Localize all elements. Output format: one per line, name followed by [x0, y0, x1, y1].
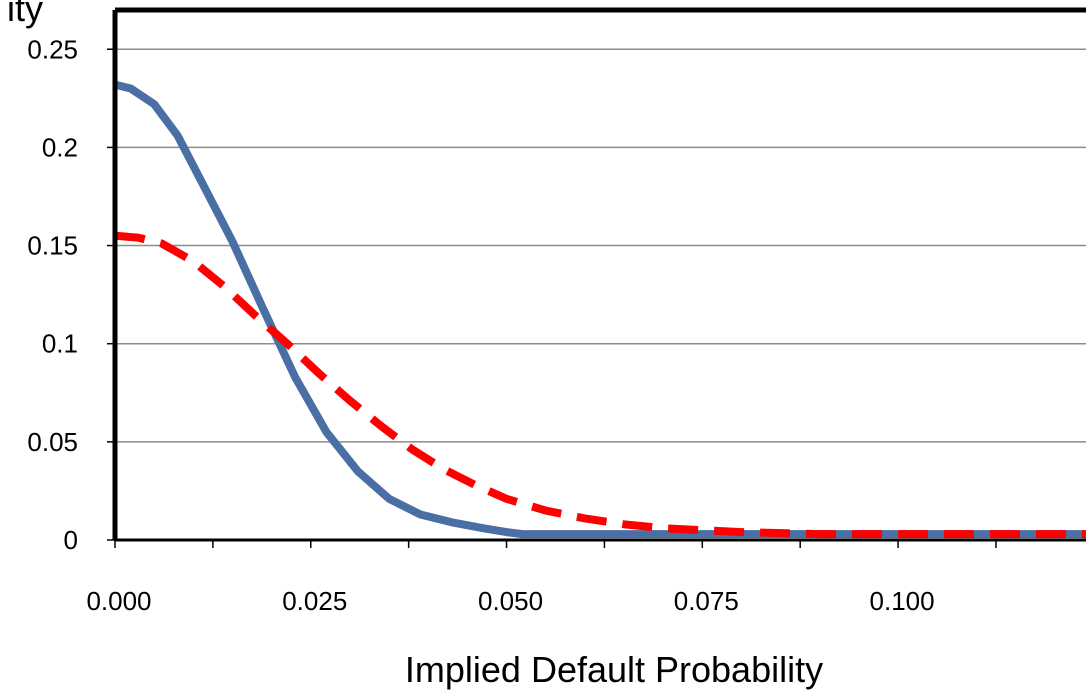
plot-frame [112, 7, 1086, 542]
y-axis-title: ity [7, 0, 43, 29]
x-tick-label: 0.100 [870, 586, 935, 616]
y-tick-label: 0 [64, 525, 78, 555]
x-tick-label: 0.050 [478, 586, 543, 616]
y-tick-label: 0.1 [42, 329, 78, 359]
y-axis-tick-labels: 0 0.05 0.1 0.15 0.2 0.25 [27, 34, 78, 555]
x-axis-tick-labels: 0.000 0.025 0.050 0.075 0.100 [86, 586, 934, 616]
y-tick-label: 0.2 [42, 132, 78, 162]
y-tick-label: 0.25 [27, 34, 78, 64]
series-layer [114, 80, 1086, 539]
series-line-dashed [114, 231, 1086, 539]
y-tick-label: 0.05 [27, 427, 78, 457]
x-tick-label: 0.075 [674, 586, 739, 616]
series-line-solid [114, 80, 1086, 539]
x-tick-label: 0.025 [282, 586, 347, 616]
x-tick-label: 0.000 [86, 586, 151, 616]
x-axis-ticks [114, 540, 997, 548]
x-axis-title: Implied Default Probability [405, 649, 823, 690]
y-tick-label: 0.15 [27, 231, 78, 261]
